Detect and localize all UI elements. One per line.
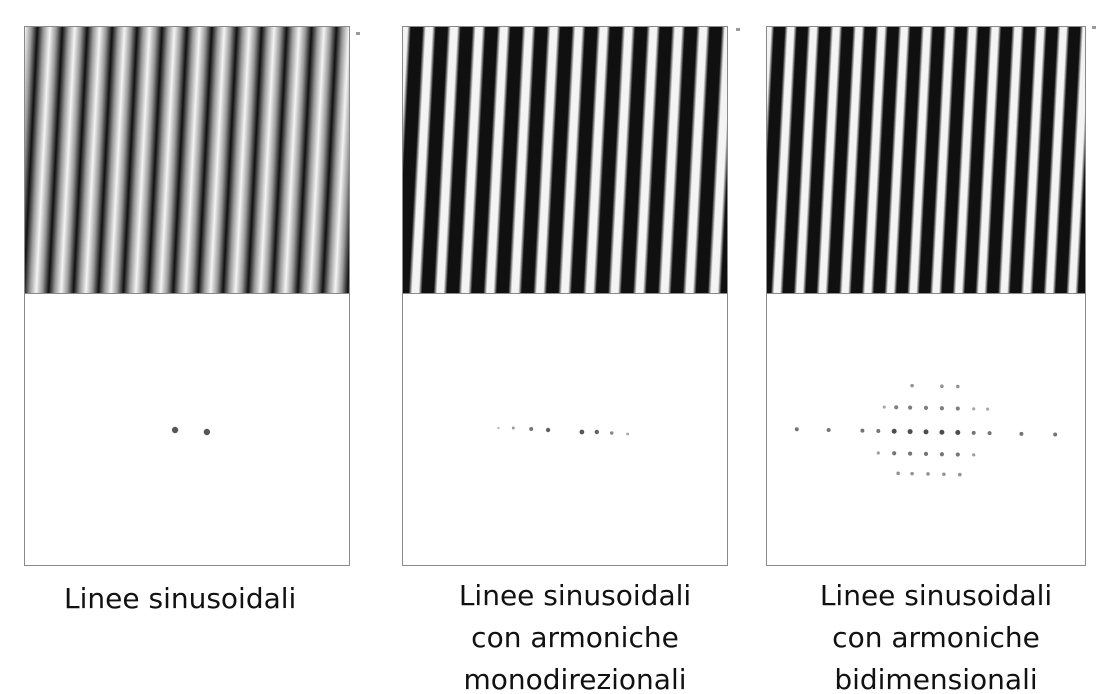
caption-line: Linee sinusoidali	[402, 575, 748, 617]
spectrum-dot	[908, 405, 912, 409]
spectrum-dot	[546, 428, 550, 432]
spectrum-sinusoidal	[25, 294, 349, 566]
caption-line: con armoniche	[402, 617, 748, 659]
caption-line: con armoniche	[766, 617, 1102, 659]
spectrum-dot	[910, 384, 914, 388]
spectrum-image	[767, 294, 1085, 566]
corner-mark	[736, 28, 740, 31]
caption-line: monodirezionali	[402, 659, 748, 694]
spectrum-dot	[896, 472, 900, 476]
spectrum-dot	[894, 405, 898, 409]
spectrum-dot	[955, 430, 960, 435]
spectrum-dot	[795, 427, 799, 431]
spectrum-dot	[1053, 433, 1057, 437]
spectrum-image	[25, 294, 349, 566]
spectrum-dot	[827, 428, 831, 432]
spectrum-dot	[610, 431, 614, 435]
spectrum-dot	[595, 430, 599, 434]
spectrum-harmonics-monodirectional	[403, 294, 727, 566]
caption-line: Linee sinusoidali	[766, 575, 1102, 617]
spectrum-dot	[924, 452, 928, 456]
stripe-pattern-harmonics-bidimensional	[767, 27, 1085, 294]
spectrum-dot	[172, 427, 178, 433]
spectrum-dot	[1019, 432, 1023, 436]
corner-mark	[356, 32, 360, 35]
spectrum-dot	[626, 433, 629, 436]
stripe-pattern-sinusoidal	[25, 27, 349, 294]
spectrum-dot	[908, 429, 913, 434]
spectrum-dot	[942, 472, 946, 476]
corner-mark	[1092, 26, 1096, 29]
spectrum-harmonics-bidimensional	[767, 294, 1085, 566]
spectrum-dot	[940, 452, 944, 456]
spectrum-dot	[986, 408, 989, 411]
spectrum-dot	[940, 406, 944, 410]
spectrum-dot	[204, 429, 210, 435]
spectrum-dot	[580, 430, 585, 435]
spectrum-dot	[892, 429, 897, 434]
spectrum-dot	[860, 429, 864, 433]
spectrum-dot	[940, 384, 944, 388]
caption-line: bidimensionali	[766, 659, 1102, 694]
spectrum-dot	[876, 429, 880, 433]
caption-line: Linee sinusoidali	[64, 578, 350, 620]
panel-harmonics-bidimensional	[766, 26, 1086, 566]
stripe-pattern-harmonics-monodirectional	[403, 27, 727, 294]
spectrum-dot	[908, 451, 912, 455]
spectrum-dot	[988, 431, 992, 435]
panel-harmonics-monodirectional	[402, 26, 728, 566]
stripe-image	[25, 27, 349, 293]
caption-harmonics-bidimensional: Linee sinusoidali con armoniche bidimens…	[766, 575, 1102, 694]
spectrum-dot	[529, 427, 533, 431]
spectrum-dot	[910, 472, 914, 476]
spectrum-dot	[883, 405, 886, 408]
panel-sinusoidal	[24, 26, 350, 566]
spectrum-dot	[512, 427, 515, 430]
stripe-fill	[767, 27, 1085, 293]
spectrum-dot	[892, 451, 896, 455]
spectrum-dot	[939, 430, 944, 435]
spectrum-image	[403, 294, 727, 566]
spectrum-dot	[956, 406, 960, 410]
spectrum-dot	[972, 453, 975, 456]
stripe-fill	[25, 27, 349, 293]
spectrum-dot	[956, 385, 960, 389]
spectrum-dot	[972, 431, 976, 435]
stripe-fill	[403, 27, 727, 293]
spectrum-dot	[924, 406, 928, 410]
spectrum-dot	[924, 429, 929, 434]
spectrum-dot	[877, 451, 880, 454]
spectrum-dot	[956, 452, 960, 456]
caption-sinusoidal: Linee sinusoidali	[24, 578, 350, 620]
spectrum-dot	[497, 427, 499, 429]
spectrum-dot	[972, 407, 975, 410]
caption-harmonics-monodirectional: Linee sinusoidali con armoniche monodire…	[402, 575, 748, 694]
stripe-image	[767, 27, 1085, 293]
stripe-image	[403, 27, 727, 293]
spectrum-dot	[926, 472, 930, 476]
spectrum-dot	[958, 473, 962, 477]
